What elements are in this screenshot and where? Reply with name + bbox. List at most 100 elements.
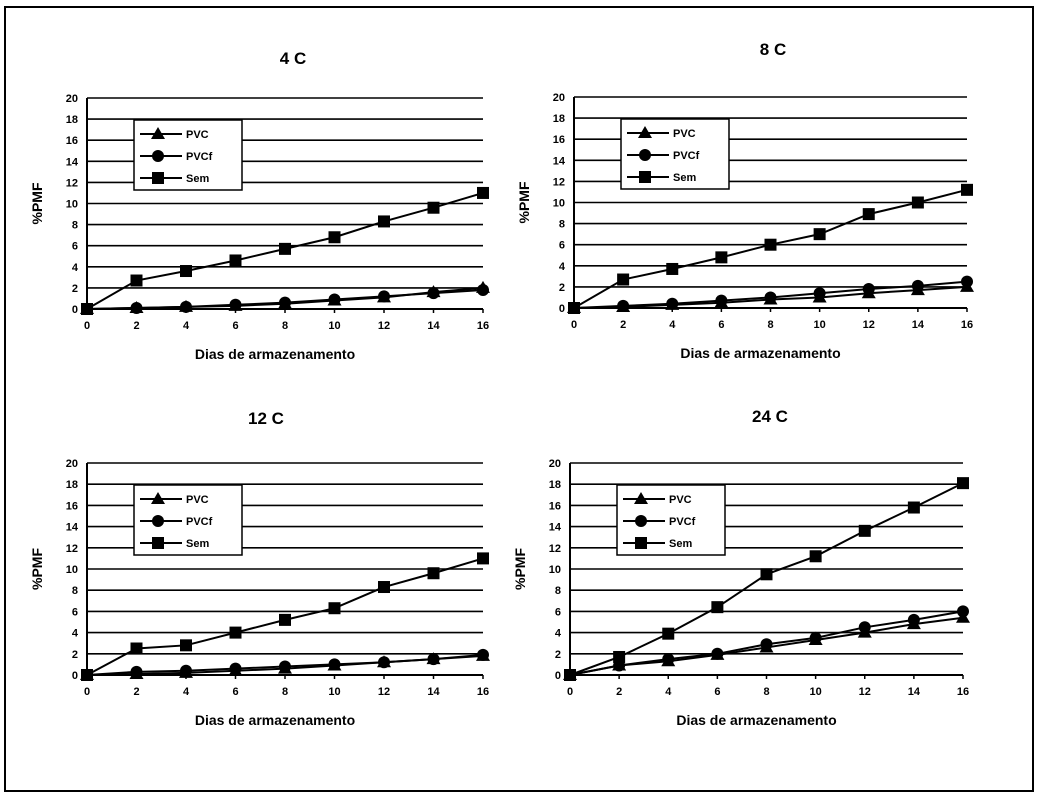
legend-label: PVCf xyxy=(186,151,213,163)
data-point-pvcf xyxy=(617,299,630,312)
legend-marker-pvc xyxy=(151,492,165,504)
data-point-sem xyxy=(957,477,969,490)
chart-title: 8 C xyxy=(760,40,786,59)
y-tick-label: 16 xyxy=(66,500,78,512)
y-tick-label: 2 xyxy=(72,649,78,661)
x-tick-label: 12 xyxy=(378,686,390,698)
x-tick-label: 12 xyxy=(863,319,875,331)
y-axis-label: %PMF xyxy=(512,548,528,590)
y-tick-label: 12 xyxy=(553,176,565,188)
legend-marker-pvcf xyxy=(152,150,164,162)
data-point-pvcf xyxy=(666,297,679,310)
x-tick-label: 6 xyxy=(232,320,238,332)
y-tick-label: 16 xyxy=(549,500,561,512)
legend-label: PVCf xyxy=(186,516,213,528)
y-tick-label: 12 xyxy=(549,543,561,555)
y-tick-label: 4 xyxy=(72,262,79,274)
chart-panel-0: 0 2 4 6 8 10 12 14 16 18 20 0 2 4 6 8 10 12 14 16 PVC PVCf Sem… xyxy=(29,49,490,362)
x-axis-label: Dias de armazenamento xyxy=(195,346,355,362)
legend-label: Sem xyxy=(673,172,696,184)
y-tick-label: 8 xyxy=(559,219,565,231)
y-tick-label: 6 xyxy=(559,240,565,252)
data-point-pvcf xyxy=(813,287,826,300)
data-point-sem xyxy=(907,501,920,514)
legend-marker-sem xyxy=(639,171,651,183)
y-tick-label: 0 xyxy=(72,304,78,316)
y-tick-label: 8 xyxy=(72,585,78,597)
data-point-sem xyxy=(378,215,390,228)
x-tick-label: 4 xyxy=(665,686,672,698)
data-point-sem xyxy=(130,642,143,655)
x-tick-label: 4 xyxy=(183,320,190,332)
y-tick-label: 14 xyxy=(549,522,562,534)
data-point-sem xyxy=(858,524,871,537)
chart-title: 24 C xyxy=(752,407,788,426)
data-point-pvcf xyxy=(378,656,390,669)
data-point-pvcf xyxy=(279,296,291,309)
y-tick-label: 10 xyxy=(66,564,78,576)
data-point-sem xyxy=(911,196,924,209)
data-point-sem xyxy=(961,183,973,196)
data-point-sem xyxy=(666,262,679,275)
legend-marker-sem xyxy=(152,537,164,549)
data-point-pvcf xyxy=(760,638,773,651)
legend: PVC PVCf Sem xyxy=(133,119,243,191)
y-tick-label: 10 xyxy=(553,198,565,210)
x-tick-label: 16 xyxy=(477,686,489,698)
y-tick-label: 2 xyxy=(559,282,565,294)
x-tick-label: 6 xyxy=(232,686,238,698)
y-tick-label: 20 xyxy=(549,458,561,470)
data-point-pvcf xyxy=(328,293,341,306)
data-point-pvcf xyxy=(180,300,192,313)
x-axis-label: Dias de armazenamento xyxy=(676,712,836,728)
x-tick-label: 4 xyxy=(669,319,676,331)
data-point-sem xyxy=(617,273,630,286)
y-tick-label: 6 xyxy=(555,606,561,618)
x-tick-label: 6 xyxy=(718,319,724,331)
x-tick-label: 2 xyxy=(616,686,622,698)
data-point-pvcf xyxy=(427,653,440,666)
legend-marker-pvcf xyxy=(635,515,647,527)
y-tick-label: 20 xyxy=(553,92,565,104)
data-point-sem xyxy=(180,639,192,652)
x-tick-label: 2 xyxy=(133,686,139,698)
y-tick-label: 18 xyxy=(553,113,565,125)
y-tick-label: 2 xyxy=(72,283,78,295)
y-tick-label: 10 xyxy=(549,564,561,576)
data-point-sem xyxy=(760,568,773,581)
data-point-sem xyxy=(764,238,777,251)
legend: PVC PVCf Sem xyxy=(133,484,243,556)
data-point-sem xyxy=(427,201,440,214)
x-tick-label: 8 xyxy=(767,319,773,331)
y-tick-label: 14 xyxy=(66,522,79,534)
data-point-sem xyxy=(477,186,489,199)
y-tick-label: 14 xyxy=(66,156,79,168)
y-tick-label: 0 xyxy=(555,670,561,682)
y-tick-label: 8 xyxy=(72,220,78,232)
data-point-pvcf xyxy=(229,298,242,311)
y-tick-label: 2 xyxy=(555,649,561,661)
data-point-sem xyxy=(279,242,291,255)
y-tick-label: 20 xyxy=(66,458,78,470)
legend-label: PVCf xyxy=(673,150,700,162)
legend-label: PVCf xyxy=(669,516,696,528)
chart-title: 12 C xyxy=(248,409,284,428)
x-tick-label: 10 xyxy=(328,686,340,698)
y-tick-label: 4 xyxy=(555,628,562,640)
x-tick-label: 10 xyxy=(328,320,340,332)
data-point-pvcf xyxy=(809,631,822,644)
x-tick-label: 16 xyxy=(961,319,973,331)
x-tick-label: 14 xyxy=(427,320,440,332)
y-tick-label: 6 xyxy=(72,606,78,618)
data-point-pvcf xyxy=(957,605,969,618)
figure-frame xyxy=(4,6,1034,792)
data-point-pvcf xyxy=(662,653,675,666)
x-tick-label: 0 xyxy=(567,686,573,698)
legend-label: Sem xyxy=(186,538,209,550)
y-tick-label: 18 xyxy=(66,479,78,491)
data-point-sem xyxy=(328,602,341,615)
legend-label: Sem xyxy=(669,538,692,550)
data-point-pvcf xyxy=(961,275,973,288)
y-tick-label: 14 xyxy=(553,155,566,167)
data-point-sem xyxy=(229,626,242,639)
